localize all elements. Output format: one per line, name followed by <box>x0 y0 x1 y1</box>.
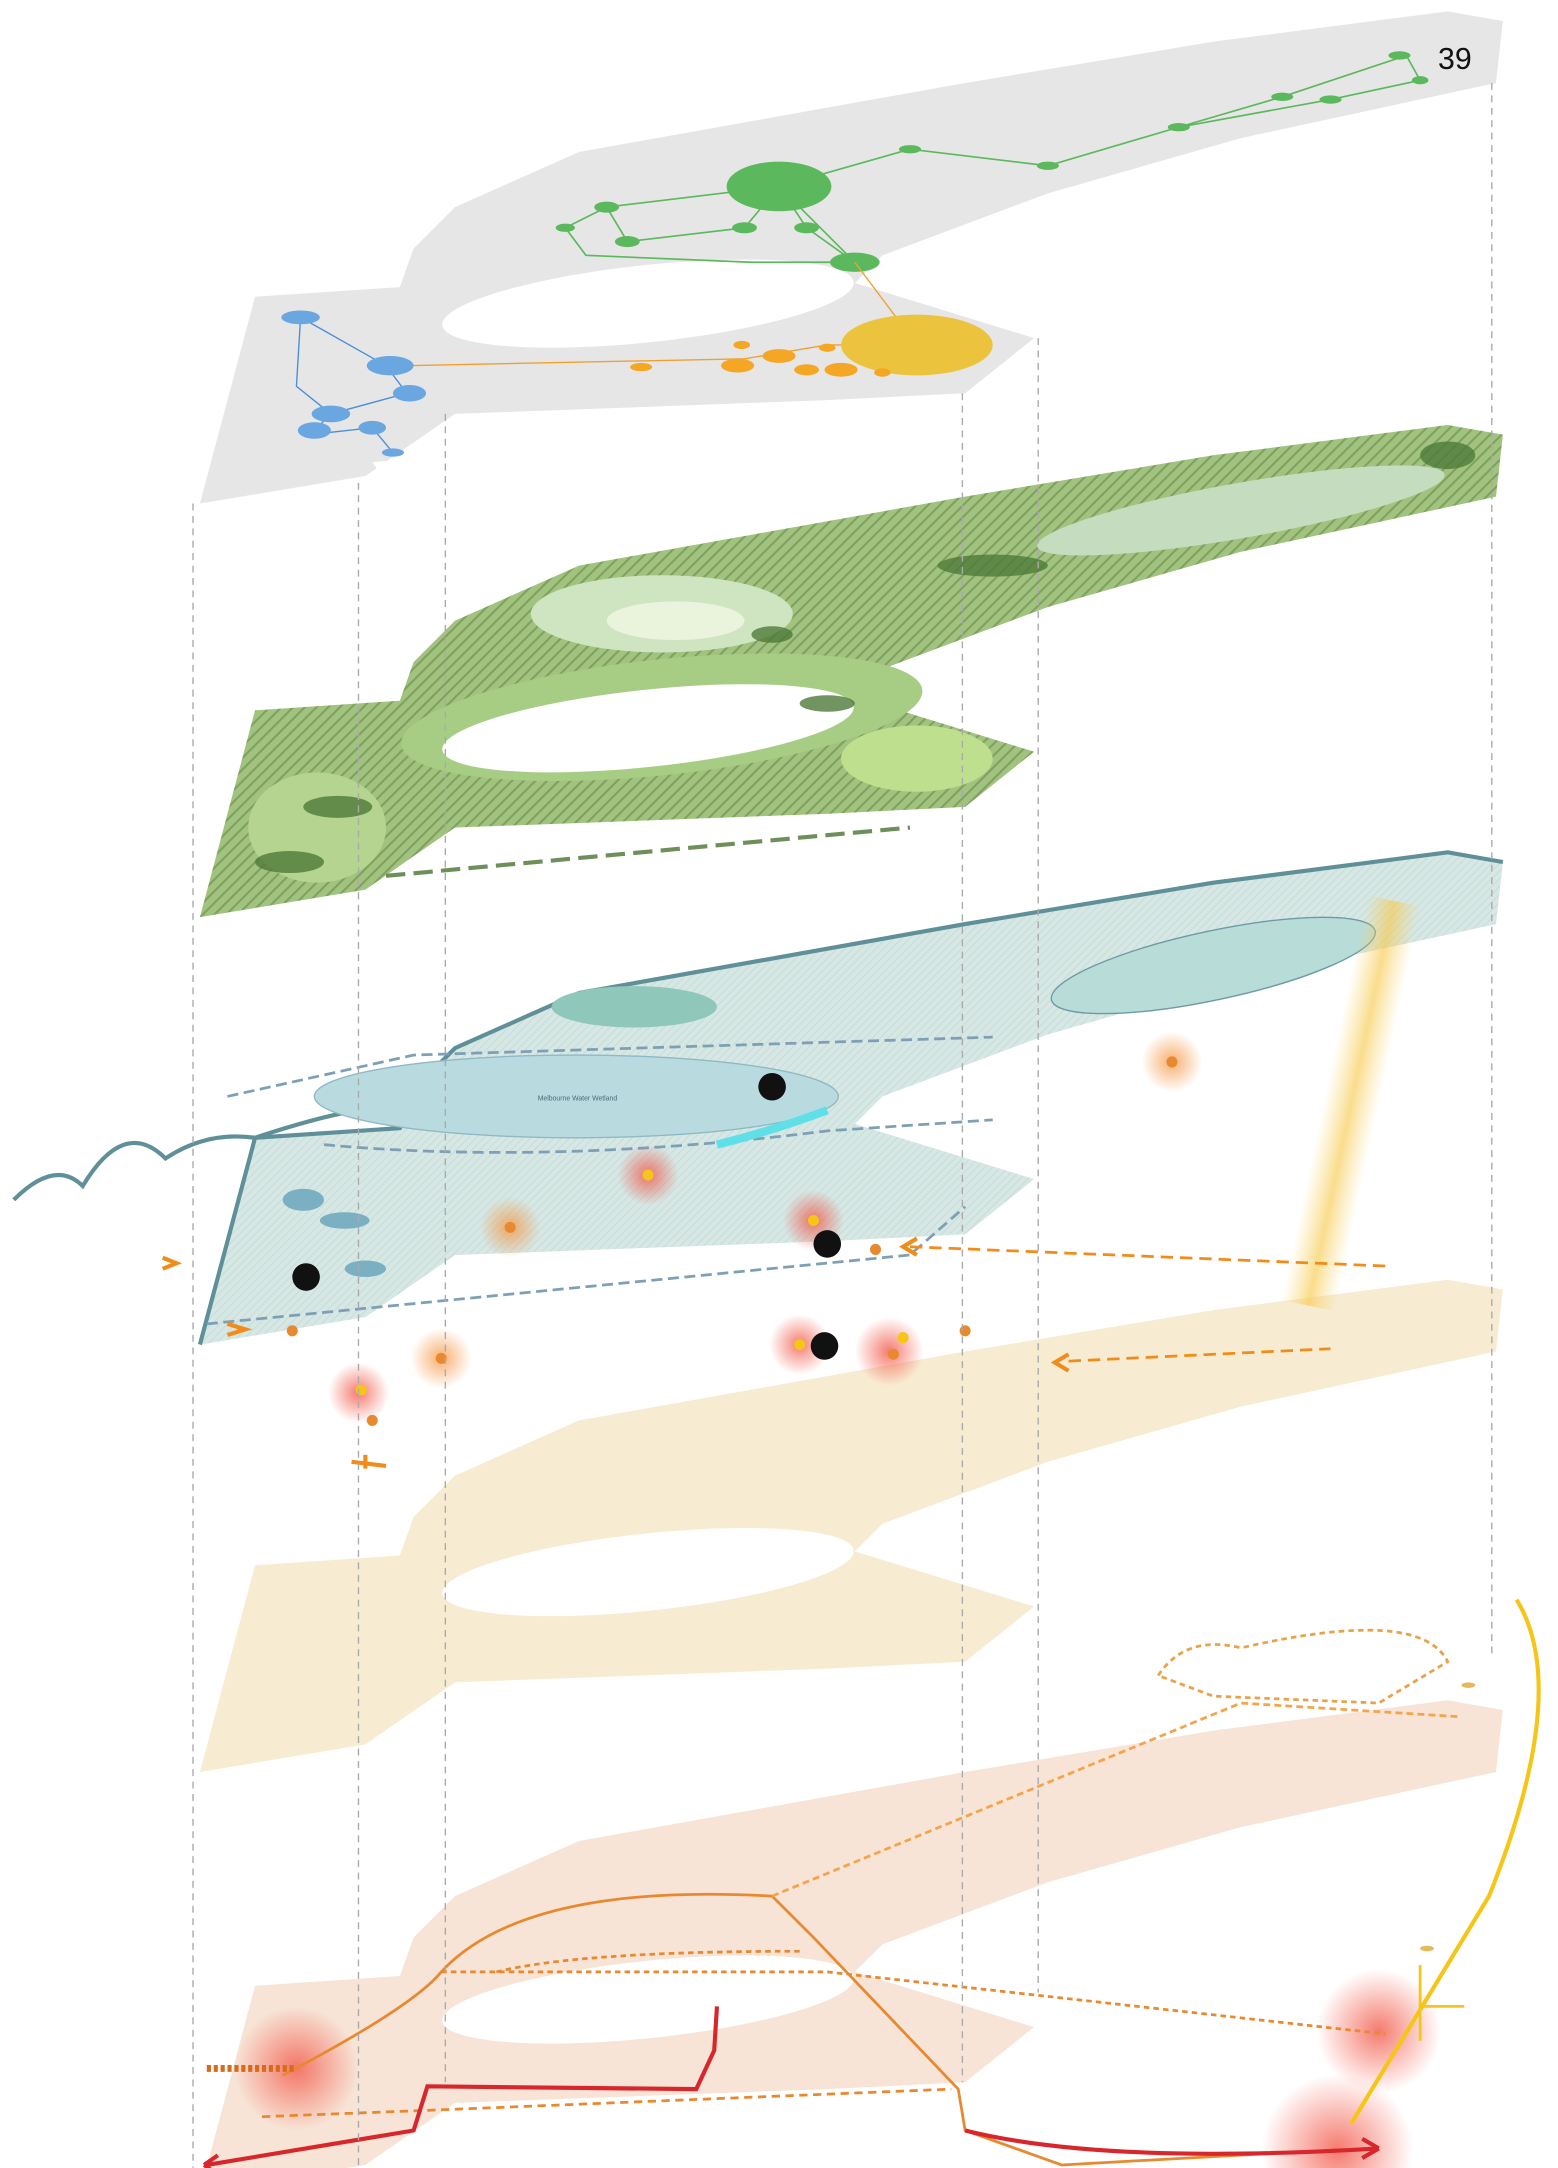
wetland-label: Melbourne Water Wetland <box>538 1096 618 1103</box>
layer-movement <box>199 1598 1541 2168</box>
layer-destinations <box>161 895 1503 1773</box>
layer-vegetation <box>199 424 1503 918</box>
layer-network: 39 <box>199 11 1503 504</box>
layer-water: Melbourne Water Wetland <box>12 850 1504 1346</box>
page-number: 39 <box>1438 43 1472 76</box>
projection-lines <box>192 83 1493 2168</box>
